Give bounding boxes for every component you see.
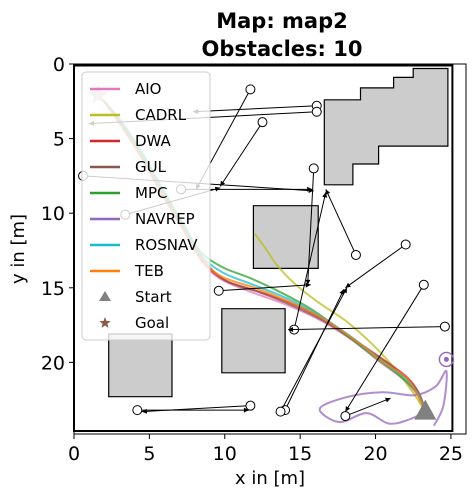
- obstacle-start-circle: [214, 286, 223, 295]
- x-tick-label: 0: [68, 443, 80, 465]
- static-obstacle-4: [109, 334, 172, 397]
- static-obstacle-2: [253, 206, 318, 269]
- chart-title-line2: Obstacles: 10: [202, 37, 363, 61]
- goal-radius-center: [444, 357, 449, 362]
- x-axis-label: x in [m]: [235, 468, 305, 489]
- obstacle-start-circle: [133, 406, 142, 415]
- obstacle-start-circle: [341, 412, 350, 421]
- legend-label: TEB: [134, 262, 164, 280]
- legend-label: GUL: [135, 158, 167, 176]
- x-tick-label: 15: [288, 443, 312, 465]
- y-axis: 0 5 10 15 20: [41, 54, 74, 374]
- y-tick-label: 15: [41, 278, 65, 300]
- obstacle-start-circle: [246, 85, 255, 94]
- legend-label: CADRL: [135, 106, 187, 124]
- legend: AIO CADRL DWA GUL MPC NAVREP ROSNAV TEB Start Goa…: [82, 72, 210, 340]
- y-tick-label: 10: [41, 203, 65, 225]
- static-obstacle-3: [222, 309, 285, 373]
- legend-label: NAVREP: [135, 210, 195, 228]
- chart-title-line1: Map: map2: [216, 9, 348, 33]
- legend-label: ROSNAV: [135, 236, 198, 254]
- x-tick-label: 10: [213, 443, 237, 465]
- x-tick-label: 25: [439, 443, 463, 465]
- obstacle-start-circle: [419, 280, 428, 289]
- legend-label: Goal: [135, 314, 169, 332]
- x-tick-label: 20: [363, 443, 387, 465]
- obstacle-start-circle: [401, 240, 410, 249]
- legend-label: DWA: [135, 132, 172, 150]
- y-tick-label: 5: [53, 129, 65, 151]
- x-axis: 0 5 10 15 20 25: [68, 434, 463, 465]
- legend-label: MPC: [135, 184, 167, 202]
- legend-label: Start: [135, 288, 172, 306]
- obstacle-start-circle: [351, 250, 360, 259]
- obstacle-start-circle: [258, 118, 267, 127]
- obstacle-start-circle: [246, 401, 255, 410]
- y-axis-label: y in [m]: [8, 214, 29, 284]
- y-tick-label: 0: [53, 54, 65, 76]
- obstacle-start-circle: [440, 322, 449, 331]
- legend-label: AIO: [135, 80, 162, 98]
- obstacle-start-circle: [312, 107, 321, 116]
- x-tick-label: 5: [143, 443, 155, 465]
- obstacle-start-circle: [309, 164, 318, 173]
- obstacle-start-circle: [276, 407, 285, 416]
- y-tick-label: 20: [41, 352, 65, 374]
